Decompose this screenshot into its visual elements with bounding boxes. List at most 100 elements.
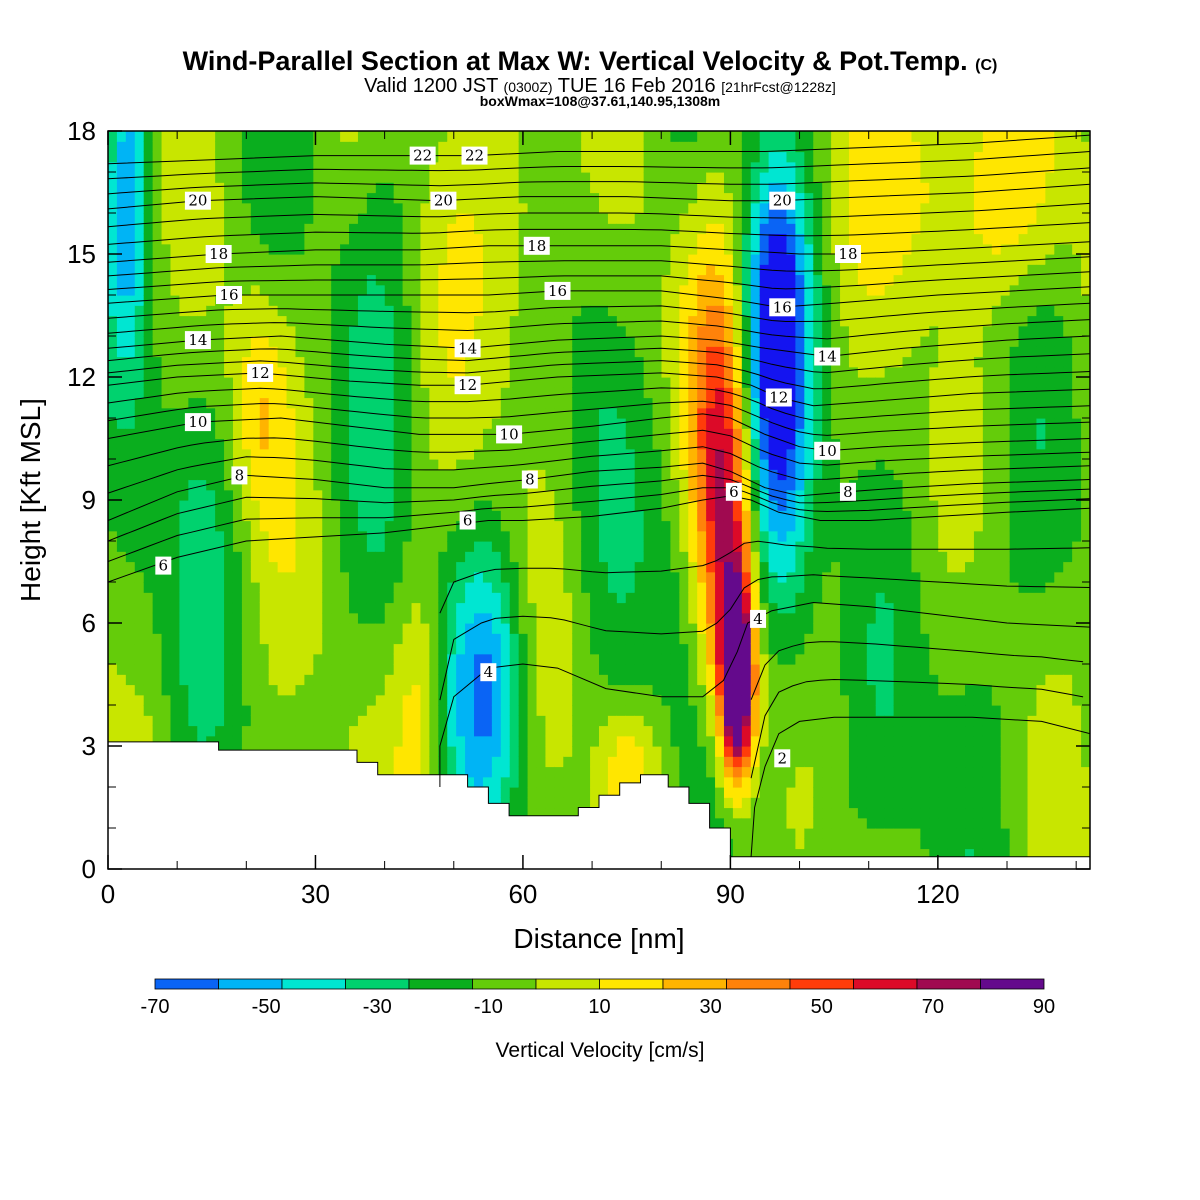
field-cell <box>384 541 395 552</box>
field-cell <box>607 172 618 183</box>
field-cell <box>554 664 564 675</box>
field-cell <box>518 674 529 686</box>
field-cell <box>652 561 663 573</box>
field-cell <box>715 530 725 542</box>
field-cell <box>384 397 395 409</box>
field-cell <box>581 653 591 665</box>
field-cell <box>554 243 564 255</box>
field-cell <box>447 633 457 645</box>
field-cell <box>599 407 609 419</box>
field-cell <box>188 366 198 378</box>
field-cell <box>322 182 332 194</box>
field-cell <box>277 233 288 245</box>
field-cell <box>331 551 341 563</box>
field-cell <box>670 418 680 429</box>
field-cell <box>259 141 270 153</box>
field-cell <box>286 448 297 460</box>
field-cell <box>688 797 698 809</box>
field-cell <box>402 315 413 327</box>
field-cell <box>643 407 654 419</box>
field-cell <box>679 459 689 470</box>
field-cell <box>411 500 422 511</box>
field-cell <box>215 500 225 511</box>
field-cell <box>232 264 243 276</box>
field-cell <box>715 151 725 163</box>
field-cell <box>250 694 261 706</box>
field-cell <box>715 817 725 829</box>
field-cell <box>545 582 555 593</box>
field-cell <box>652 202 663 214</box>
field-cell <box>384 469 395 481</box>
field-cell <box>572 356 582 368</box>
field-cell <box>670 305 680 317</box>
field-cell <box>554 684 564 696</box>
field-cell <box>357 530 368 542</box>
field-cell <box>518 633 529 645</box>
field-cell <box>125 664 136 675</box>
field-cell <box>563 407 573 419</box>
field-cell <box>108 571 118 583</box>
field-cell <box>652 254 663 265</box>
field-cell <box>241 705 252 716</box>
field-cell <box>206 694 216 706</box>
field-cell <box>509 346 520 358</box>
field-cell <box>152 633 163 645</box>
field-cell <box>134 694 145 706</box>
field-cell <box>509 141 520 153</box>
field-cell <box>634 223 645 235</box>
field-cell <box>509 530 520 542</box>
field-cell <box>170 643 181 655</box>
field-cell <box>607 582 618 593</box>
field-cell <box>607 305 618 317</box>
field-cell <box>384 172 395 183</box>
field-cell <box>286 387 297 399</box>
field-cell <box>197 428 207 440</box>
field-cell <box>572 284 582 296</box>
field-cell <box>652 336 663 347</box>
field-cell <box>375 530 386 542</box>
field-cell <box>474 284 484 296</box>
field-cell <box>599 418 609 429</box>
field-cell <box>340 623 350 634</box>
field-cell <box>286 428 297 440</box>
field-cell <box>170 694 181 706</box>
field-cell <box>224 715 234 727</box>
field-cell <box>250 356 261 368</box>
field-cell <box>268 489 279 501</box>
field-cell <box>706 202 716 214</box>
field-cell <box>482 438 493 450</box>
field-cell <box>375 264 386 276</box>
field-cell <box>161 264 172 276</box>
field-cell <box>599 428 609 440</box>
field-cell <box>670 612 680 624</box>
field-cell <box>465 356 475 368</box>
field-cell <box>599 233 609 245</box>
field-cell <box>429 674 439 686</box>
field-cell <box>438 582 448 593</box>
field-cell <box>563 489 573 501</box>
field-cell <box>634 469 645 481</box>
field-cell <box>634 315 645 327</box>
field-cell <box>197 233 207 245</box>
field-cell <box>661 612 672 624</box>
field-cell <box>393 469 404 481</box>
field-cell <box>643 705 654 716</box>
field-cell <box>509 623 520 634</box>
field-cell <box>215 643 225 655</box>
field-cell <box>456 612 466 624</box>
field-cell <box>375 202 386 214</box>
field-cell <box>206 623 216 634</box>
field-cell <box>456 407 466 419</box>
field-cell <box>590 356 600 368</box>
field-cell <box>509 797 520 809</box>
field-cell <box>134 479 145 491</box>
field-cell <box>447 500 457 511</box>
field-cell <box>518 705 529 716</box>
field-cell <box>697 797 707 809</box>
field-cell <box>349 428 359 440</box>
field-cell <box>599 141 609 153</box>
field-cell <box>420 223 430 235</box>
field-cell <box>108 664 118 675</box>
field-cell <box>688 377 698 388</box>
field-cell <box>429 694 439 706</box>
